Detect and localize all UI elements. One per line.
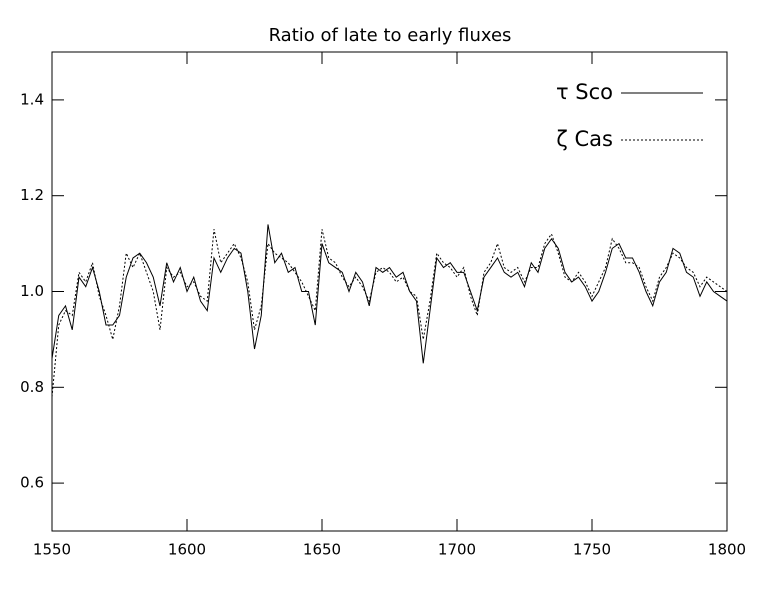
x-tick-label: 1800 — [708, 541, 746, 559]
y-tick-label: 1.0 — [20, 282, 44, 300]
y-tick-label: 0.6 — [20, 474, 44, 492]
chart-title: Ratio of late to early fluxes — [269, 25, 512, 46]
plot-frame — [51, 51, 728, 532]
x-tick-label: 1750 — [573, 541, 611, 559]
x-tick-label: 1550 — [33, 541, 71, 559]
series-line — [51, 229, 728, 397]
legend-label: τ Sco — [556, 80, 613, 104]
legend-label: ζ Cas — [556, 127, 613, 151]
y-tick-label: 1.4 — [20, 90, 44, 108]
x-tick-label: 1600 — [168, 541, 206, 559]
x-tick-label: 1700 — [438, 541, 476, 559]
series-line — [51, 224, 728, 364]
y-tick-label: 1.2 — [20, 186, 44, 204]
x-tick-label: 1650 — [303, 541, 341, 559]
y-tick-label: 0.8 — [20, 378, 44, 396]
